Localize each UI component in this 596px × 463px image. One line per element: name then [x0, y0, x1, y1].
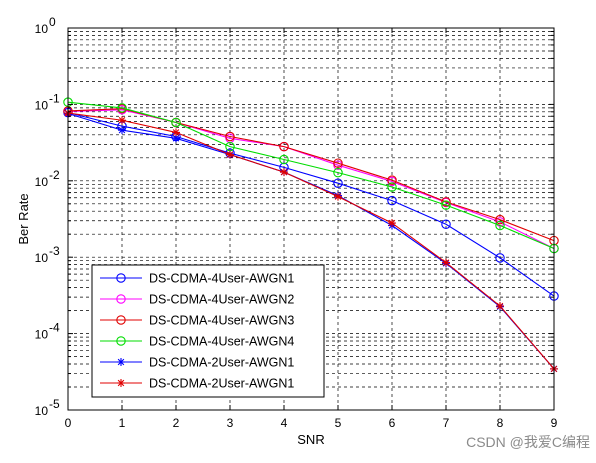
x-tick-label: 4: [281, 416, 288, 430]
series-line: [67, 109, 555, 249]
data-point: [334, 192, 342, 201]
y-tick-exponent: 0: [49, 15, 56, 29]
legend-item: DS-CDMA-4User-AWGN4: [100, 335, 294, 349]
data-point: [225, 131, 235, 142]
legend-swatch-marker: [116, 294, 126, 304]
plot-frame: [67, 27, 555, 411]
data-point: [117, 103, 127, 113]
data-point: [171, 117, 181, 128]
legend-swatch-marker: [117, 358, 125, 366]
data-point: [279, 154, 289, 165]
legend: DS-CDMA-4User-AWGN1 DS-CDMA-4User-AWGN2 DS…: [91, 264, 325, 398]
x-tick-label: 5: [335, 416, 342, 430]
data-point: [333, 158, 343, 168]
data-point: [172, 128, 180, 137]
data-point: [387, 182, 397, 192]
data-point: [279, 141, 289, 152]
y-tick-exponent: -1: [49, 91, 60, 105]
data-point: [226, 150, 234, 159]
data-point: [496, 301, 504, 310]
legend-label: DS-CDMA-4User-AWGN4: [149, 335, 294, 349]
x-axis-label: SNR: [297, 432, 324, 447]
legend-label: DS-CDMA-4User-AWGN1: [149, 272, 294, 286]
legend-box: [91, 264, 325, 398]
data-point: [441, 219, 451, 229]
y-tick-label: 10: [35, 328, 49, 342]
legend-item: DS-CDMA-2User-AWGN1: [100, 377, 294, 391]
y-tick-label: 10: [35, 22, 49, 36]
data-point: [495, 220, 505, 231]
legend-label: DS-CDMA-4User-AWGN2: [149, 293, 294, 307]
legend-item: DS-CDMA-4User-AWGN2: [100, 293, 294, 307]
legend-item: DS-CDMA-4User-AWGN1: [100, 272, 294, 286]
legend-label: DS-CDMA-2User-AWGN1: [149, 356, 294, 370]
data-point: [333, 167, 343, 178]
x-tick-label: 1: [119, 416, 126, 430]
x-tick-label: 0: [65, 416, 72, 430]
y-axis-label: Ber Rate: [16, 193, 31, 244]
legend-swatch-marker: [117, 379, 125, 387]
data-point: [118, 116, 126, 125]
legend-label: DS-CDMA-4User-AWGN3: [149, 314, 294, 328]
y-tick-exponent: -4: [49, 321, 60, 335]
x-tick-label: 2: [173, 416, 180, 430]
data-point: [172, 134, 180, 143]
x-tick-label: 6: [389, 416, 396, 430]
data-point: [280, 168, 288, 177]
series-line: [67, 112, 555, 370]
data-point: [495, 214, 505, 225]
data-point: [495, 253, 505, 263]
data-point: [118, 126, 126, 135]
data-point: [388, 219, 396, 228]
data-point: [387, 195, 397, 206]
legend-swatch-marker: [116, 336, 126, 346]
legend-swatch-marker: [116, 315, 126, 325]
y-tick-label: 10: [35, 175, 49, 189]
legend-item: DS-CDMA-2User-AWGN1: [100, 356, 294, 370]
x-tick-label: 8: [497, 416, 504, 430]
legend-label: DS-CDMA-2User-AWGN1: [149, 377, 294, 391]
y-tick-label: 10: [35, 251, 49, 265]
legend-swatch-marker: [116, 273, 126, 283]
y-tick-label: 10: [35, 404, 49, 418]
x-tick-label: 9: [551, 416, 558, 430]
y-tick-exponent: -5: [49, 397, 60, 411]
data-point: [387, 175, 397, 185]
data-point: [441, 197, 451, 207]
x-tick-label: 7: [443, 416, 450, 430]
legend-item: DS-CDMA-4User-AWGN3: [100, 314, 294, 328]
data-point: [442, 258, 450, 267]
y-tick-exponent: -2: [49, 168, 60, 182]
series-line: [67, 101, 555, 250]
x-tick-label: 3: [227, 416, 234, 430]
watermark-text: CSDN @我爱C编程: [466, 434, 590, 450]
data-point: [333, 178, 343, 188]
y-tick-exponent: -3: [49, 244, 60, 258]
series-line: [67, 112, 555, 297]
data-point: [441, 200, 451, 210]
y-tick-label: 10: [35, 98, 49, 112]
